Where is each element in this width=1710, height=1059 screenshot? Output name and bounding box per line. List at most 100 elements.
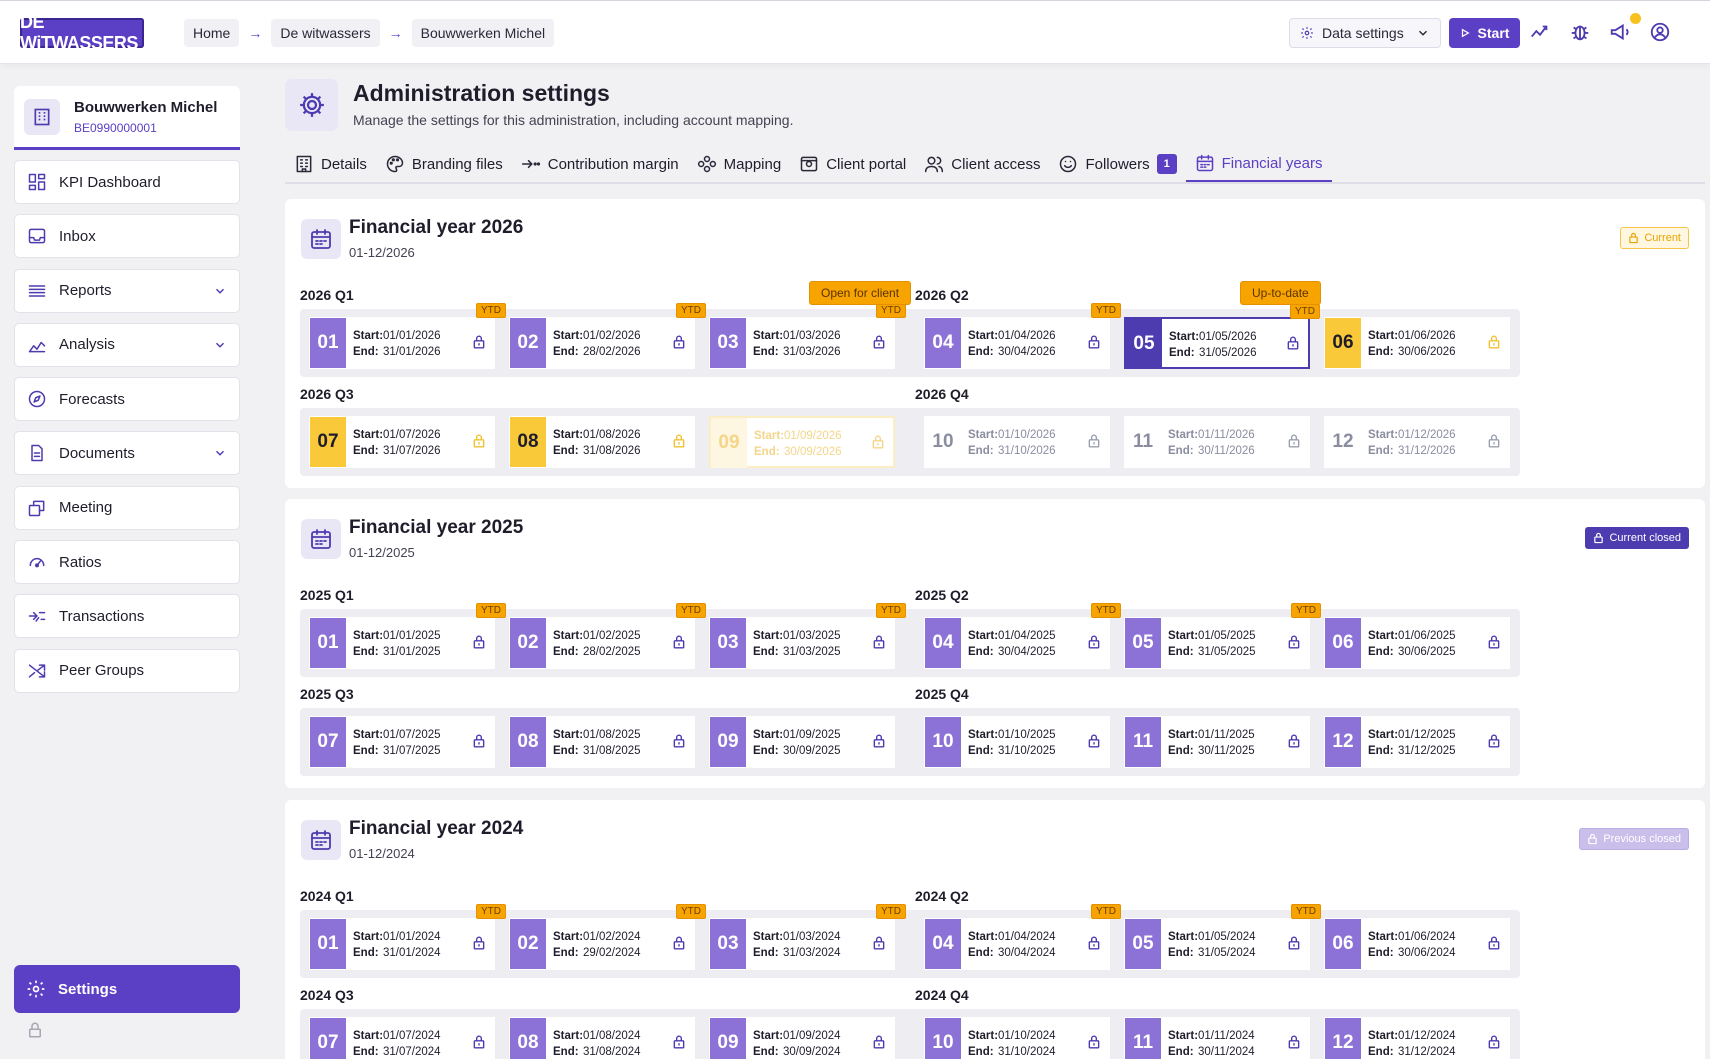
month-period-03[interactable]: 03 Start:01/03/2026 End: 31/03/2026 YTD (709, 303, 906, 369)
month-period-11[interactable]: 11 Start:01/11/2025 End: 30/11/2025 (1124, 716, 1310, 768)
sidebar-item-settings[interactable]: Settings (14, 965, 240, 1013)
month-period-04[interactable]: 04 Start:01/04/2024 End: 30/04/2024 YTD (924, 904, 1121, 970)
sidebar-item-meeting[interactable]: Meeting (14, 485, 240, 530)
lock-icon[interactable] (672, 433, 686, 449)
sidebar-item-forecasts[interactable]: Forecasts (14, 377, 240, 422)
lock-icon[interactable] (672, 733, 686, 749)
month-period-07[interactable]: 07 Start:01/07/2026 End: 31/07/2026 (309, 416, 495, 468)
lock-icon[interactable] (26, 1021, 44, 1039)
sidebar-item-ratios[interactable]: Ratios (14, 540, 240, 585)
month-period-05[interactable]: 05 Start:01/05/2025 End: 31/05/2025 YTD (1124, 603, 1321, 669)
sidebar-item-kpi-dashboard[interactable]: KPI Dashboard (14, 160, 240, 204)
month-period-09[interactable]: 09 Start:01/09/2024 End: 30/09/2024 (709, 1017, 895, 1059)
lock-icon[interactable] (472, 334, 486, 350)
lock-icon[interactable] (1287, 935, 1301, 951)
month-period-05[interactable]: 05 Start:01/05/2026 End: 31/05/2026 YTD (1124, 304, 1320, 369)
breadcrumb-office[interactable]: De witwassers (271, 19, 380, 47)
lock-icon[interactable] (1287, 733, 1301, 749)
month-period-01[interactable]: 01 Start:01/01/2026 End: 31/01/2026 YTD (309, 303, 506, 369)
tab-client-access[interactable]: Client access (915, 146, 1049, 182)
lock-icon[interactable] (871, 434, 885, 450)
lock-icon[interactable] (1487, 733, 1501, 749)
lock-icon[interactable] (672, 1034, 686, 1050)
month-period-08[interactable]: 08 Start:01/08/2025 End: 31/08/2025 (509, 716, 695, 768)
month-period-04[interactable]: 04 Start:01/04/2025 End: 30/04/2025 YTD (924, 603, 1121, 669)
month-period-02[interactable]: 02 Start:01/02/2024 End: 29/02/2024 YTD (509, 904, 706, 970)
month-period-08[interactable]: 08 Start:01/08/2024 End: 31/08/2024 (509, 1017, 695, 1059)
month-period-11[interactable]: 11 Start:01/11/2026 End: 30/11/2026 (1124, 416, 1310, 468)
user-circle-icon[interactable] (1649, 21, 1673, 45)
month-period-02[interactable]: 02 Start:01/02/2025 End: 28/02/2025 YTD (509, 603, 706, 669)
data-settings-dropdown[interactable]: Data settings (1289, 18, 1441, 48)
breadcrumb-client[interactable]: Bouwwerken Michel (411, 19, 555, 47)
lock-icon[interactable] (1287, 1034, 1301, 1050)
lock-icon[interactable] (1487, 433, 1501, 449)
financial-year-status-badge[interactable]: Current closed (1585, 527, 1689, 549)
lock-icon[interactable] (872, 733, 886, 749)
month-period-07[interactable]: 07 Start:01/07/2024 End: 31/07/2024 (309, 1017, 495, 1059)
month-period-12[interactable]: 12 Start:01/12/2025 End: 31/12/2025 (1324, 716, 1510, 768)
month-period-06[interactable]: 06 Start:01/06/2025 End: 30/06/2025 (1324, 617, 1510, 669)
tab-mapping[interactable]: Mapping (688, 146, 791, 182)
client-card[interactable]: Bouwwerken Michel BE0990000001 (14, 86, 240, 150)
lock-icon[interactable] (872, 1034, 886, 1050)
month-period-01[interactable]: 01 Start:01/01/2024 End: 31/01/2024 YTD (309, 904, 506, 970)
lock-icon[interactable] (1087, 334, 1101, 350)
lock-icon[interactable] (1487, 1034, 1501, 1050)
start-button[interactable]: Start (1449, 18, 1520, 48)
lock-icon[interactable] (1087, 935, 1101, 951)
month-period-06[interactable]: 06 Start:01/06/2026 End: 30/06/2026 (1324, 317, 1510, 369)
financial-year-status-badge[interactable]: Current (1620, 227, 1689, 249)
month-period-04[interactable]: 04 Start:01/04/2026 End: 30/04/2026 YTD (924, 303, 1121, 369)
tab-client-portal[interactable]: Client portal (790, 146, 915, 182)
sidebar-item-documents[interactable]: Documents (14, 431, 240, 476)
tab-details[interactable]: Details (285, 146, 376, 182)
sidebar-item-analysis[interactable]: Analysis (14, 322, 240, 367)
lock-icon[interactable] (1287, 634, 1301, 650)
lock-icon[interactable] (672, 334, 686, 350)
month-period-02[interactable]: 02 Start:01/02/2026 End: 28/02/2026 YTD (509, 303, 706, 369)
month-period-08[interactable]: 08 Start:01/08/2026 End: 31/08/2026 (509, 416, 695, 468)
breadcrumb-home[interactable]: Home (184, 19, 240, 47)
lock-icon[interactable] (472, 733, 486, 749)
month-period-11[interactable]: 11 Start:01/11/2024 End: 30/11/2024 (1124, 1017, 1310, 1059)
lock-icon[interactable] (1087, 433, 1101, 449)
tab-financial-years[interactable]: Financial years (1185, 146, 1332, 182)
lock-icon[interactable] (1487, 935, 1501, 951)
sidebar-item-inbox[interactable]: Inbox (14, 214, 240, 259)
lock-icon[interactable] (1287, 433, 1301, 449)
lock-icon[interactable] (472, 1034, 486, 1050)
tab-branding-files[interactable]: Branding files (376, 146, 512, 182)
lock-icon[interactable] (1487, 634, 1501, 650)
month-period-10[interactable]: 10 Start:01/10/2025 End: 31/10/2025 (924, 716, 1110, 768)
month-period-03[interactable]: 03 Start:01/03/2025 End: 31/03/2025 YTD (709, 603, 906, 669)
lock-icon[interactable] (1487, 334, 1501, 350)
lock-icon[interactable] (472, 433, 486, 449)
month-period-01[interactable]: 01 Start:01/01/2025 End: 31/01/2025 YTD (309, 603, 506, 669)
month-period-09[interactable]: 09 Start:01/09/2025 End: 30/09/2025 (709, 716, 895, 768)
month-period-09[interactable]: 09 Start:01/09/2026 End: 30/09/2026 (709, 416, 895, 468)
lock-icon[interactable] (872, 634, 886, 650)
month-period-10[interactable]: 10 Start:01/10/2026 End: 31/10/2026 (924, 416, 1110, 468)
month-period-10[interactable]: 10 Start:01/10/2024 End: 31/10/2024 (924, 1017, 1110, 1059)
sidebar-item-reports[interactable]: Reports (14, 268, 240, 313)
tab-followers[interactable]: Followers 1 (1049, 146, 1185, 182)
lock-icon[interactable] (472, 634, 486, 650)
lock-icon[interactable] (872, 935, 886, 951)
lock-icon[interactable] (472, 935, 486, 951)
tab-contribution-margin[interactable]: Contribution margin (512, 146, 688, 182)
month-period-07[interactable]: 07 Start:01/07/2025 End: 31/07/2025 (309, 716, 495, 768)
activity-icon[interactable] (1529, 21, 1553, 45)
brand-logo[interactable]: DE WiTWASSERS (20, 12, 144, 53)
month-period-12[interactable]: 12 Start:01/12/2026 End: 31/12/2026 (1324, 416, 1510, 468)
lock-icon[interactable] (672, 935, 686, 951)
month-period-05[interactable]: 05 Start:01/05/2024 End: 31/05/2024 YTD (1124, 904, 1321, 970)
lock-icon[interactable] (1087, 634, 1101, 650)
megaphone-icon[interactable] (1609, 21, 1633, 45)
month-period-03[interactable]: 03 Start:01/03/2024 End: 31/03/2024 YTD (709, 904, 906, 970)
lock-icon[interactable] (1286, 335, 1300, 351)
month-period-12[interactable]: 12 Start:01/12/2024 End: 31/12/2024 (1324, 1017, 1510, 1059)
lock-icon[interactable] (872, 334, 886, 350)
sidebar-item-transactions[interactable]: Transactions (14, 594, 240, 639)
lock-icon[interactable] (1087, 1034, 1101, 1050)
